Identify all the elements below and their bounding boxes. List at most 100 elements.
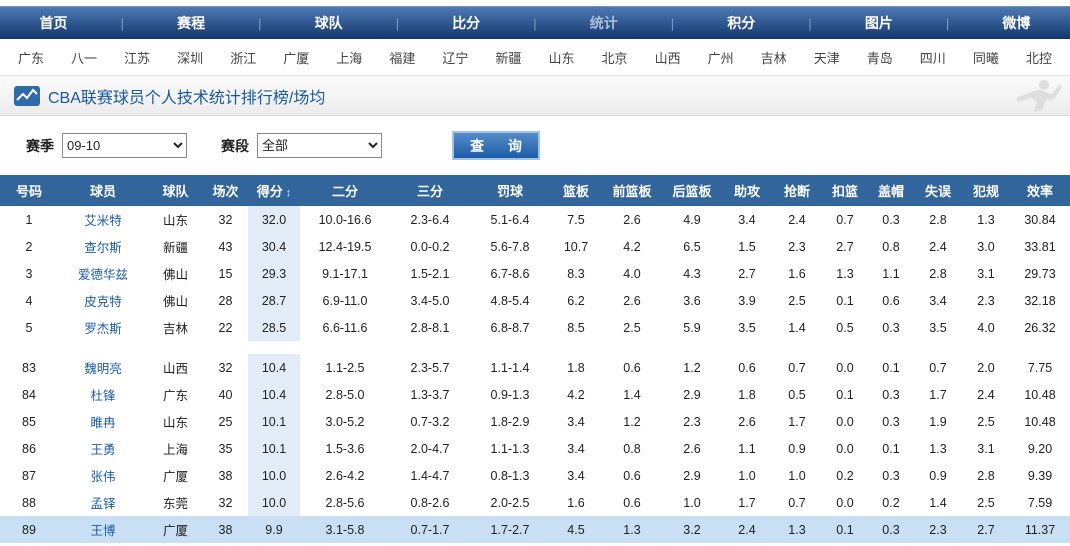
season-select[interactable]: 09-10 [62, 133, 187, 158]
player-link[interactable]: 皮克特 [84, 295, 122, 309]
team-link[interactable]: 山东 [548, 51, 575, 66]
table-row[interactable]: 87 张伟 广厦 38 10.0 2.6-4.2 1.4-4.7 0.8-1.3 3.4 0.6 2… [0, 462, 1070, 489]
stat-cell: 3.6 [683, 293, 701, 308]
nav-separator: | [670, 15, 675, 31]
table-row[interactable]: 85 睢冉 山东 25 10.1 3.0-5.2 0.7-3.2 1.8-2.9 3.4 1.2 2… [0, 408, 1070, 435]
player-link[interactable]: 魏明亮 [84, 362, 122, 376]
sort-icon[interactable]: ↕ [282, 187, 292, 199]
stat-cell: 1.3 [836, 266, 854, 281]
stat-cell: 1.1-1.4 [490, 360, 530, 375]
stat-cell: 2.3 [914, 516, 962, 543]
team-link[interactable]: 山西 [654, 51, 681, 66]
stat-cell: 0.1 [882, 360, 900, 375]
stat-cell: 10.7 [563, 239, 589, 254]
stat-cell: 12.4-19.5 [318, 239, 372, 254]
stat-cell: 2.4 [722, 516, 772, 543]
table-row[interactable]: 88 孟铎 东莞 32 10.0 2.8-5.6 0.8-2.6 2.0-2.5 1.6 0.6 1… [0, 489, 1070, 516]
nav-item-home[interactable]: 首页 [39, 15, 68, 31]
stat-cell: 2.5 [977, 414, 995, 429]
stat-cell: 1.3 [929, 441, 947, 456]
stat-cell: 2.6 [683, 441, 701, 456]
player-link[interactable]: 查尔斯 [84, 241, 122, 255]
query-button[interactable]: 查 询 [452, 131, 540, 160]
team-link[interactable]: 同曦 [972, 51, 999, 66]
team-link[interactable]: 广厦 [283, 51, 310, 66]
nav-separator: | [395, 15, 400, 31]
team-link[interactable]: 北控 [1025, 51, 1052, 66]
team-link[interactable]: 广东 [18, 51, 45, 66]
nav-item-weibo[interactable]: 微博 [1002, 15, 1031, 31]
stat-cell: 3.4 [567, 441, 585, 456]
stat-cell: 6.8-8.7 [490, 320, 530, 335]
stat-cell: 2.3-6.4 [410, 212, 450, 227]
table-row[interactable]: 5 罗杰斯 吉林 22 28.5 6.6-11.6 2.8-8.1 6.8-8.7 8.5 2.5… [0, 314, 1070, 341]
column-header-10: 前篮板 [602, 175, 662, 206]
nav-separator: | [533, 15, 537, 31]
stat-cell: 1.4-4.7 [410, 468, 450, 483]
column-header-5[interactable]: 得分 ↕ [248, 175, 300, 206]
nav-item-standings[interactable]: 积分 [727, 15, 756, 31]
stat-cell: 新疆 [162, 241, 188, 255]
team-link[interactable]: 新疆 [495, 51, 522, 66]
player-link[interactable]: 张伟 [90, 470, 116, 484]
player-link[interactable]: 睢冉 [90, 416, 116, 430]
team-link[interactable]: 深圳 [177, 51, 204, 66]
nav-item-schedule[interactable]: 赛程 [177, 15, 206, 31]
stat-cell: 7.59 [1027, 495, 1053, 510]
table-row[interactable]: 83 魏明亮 山西 32 10.4 1.1-2.5 2.3-5.7 1.1-1.4 1.8 0.6… [0, 354, 1070, 381]
stat-cell: 4.5 [550, 516, 602, 543]
stat-cell: 83 [22, 360, 36, 375]
team-link[interactable]: 上海 [336, 51, 363, 66]
team-link[interactable]: 浙江 [230, 51, 257, 66]
stat-cell: 2.5 [788, 293, 806, 308]
table-row[interactable]: 84 杜锋 广东 40 10.4 2.8-5.0 1.3-3.7 0.9-1.3 4.2 1.4 2… [0, 381, 1070, 408]
player-link[interactable]: 罗杰斯 [84, 322, 122, 336]
team-link[interactable]: 四川 [919, 51, 946, 66]
stat-cell: 0.9 [929, 468, 947, 483]
table-row[interactable]: 2 查尔斯 新疆 43 30.4 12.4-19.5 0.0-0.2 5.6-7.8 10.7 4… [0, 233, 1070, 260]
team-link[interactable]: 天津 [813, 51, 840, 66]
stat-cell: 3.0 [977, 239, 995, 254]
stat-cell: 0.6 [882, 293, 900, 308]
stat-cell: 2.6 [623, 293, 641, 308]
column-header-11: 后篮板 [662, 175, 722, 206]
table-row[interactable]: 3 爱德华兹 佛山 15 29.3 9.1-17.1 1.5-2.1 6.7-8.6 8.3 4.… [0, 260, 1070, 287]
nav-item-photos[interactable]: 图片 [864, 15, 893, 31]
table-row[interactable]: 86 王勇 上海 35 10.1 1.5-3.6 2.0-4.7 1.1-1.3 3.4 0.8 2… [0, 435, 1070, 462]
stat-cell: 0.6 [738, 360, 756, 375]
stat-cell: 0.3 [882, 387, 900, 402]
team-link[interactable]: 福建 [389, 51, 416, 66]
team-link[interactable]: 吉林 [760, 51, 787, 66]
team-link[interactable]: 辽宁 [442, 51, 469, 66]
stat-cell: 0.9 [788, 441, 806, 456]
nav-item-stats[interactable]: 统计 [589, 15, 618, 31]
stat-cell: 1.6 [567, 495, 585, 510]
stat-cell: 2.8-8.1 [410, 320, 450, 335]
stat-cell: 1.1 [882, 266, 900, 281]
stat-cell: 5 [25, 320, 33, 335]
table-row[interactable]: 89 王博 广厦 38 9.9 3.1-5.8 0.7-1.7 1.7-2.7 4.5 1.3 3.… [0, 516, 1070, 543]
stat-cell: 8.3 [567, 266, 585, 281]
stage-select[interactable]: 全部 [257, 133, 382, 158]
table-row[interactable]: 4 皮克特 佛山 28 28.7 6.9-11.0 3.4-5.0 4.8-5.4 6.2 2.6… [0, 287, 1070, 314]
player-link[interactable]: 杜锋 [90, 389, 116, 403]
column-header-15: 盖帽 [868, 175, 914, 206]
nav-item-teams[interactable]: 球队 [314, 15, 343, 31]
player-link[interactable]: 孟铎 [90, 497, 116, 511]
team-link[interactable]: 江苏 [124, 51, 151, 66]
team-link[interactable]: 青岛 [866, 51, 893, 66]
team-link[interactable]: 八一 [71, 51, 98, 66]
stat-cell: 0.2 [836, 468, 854, 483]
player-link[interactable]: 王勇 [90, 443, 116, 457]
stage-label: 赛段 [221, 137, 249, 154]
nav-item-scores[interactable]: 比分 [452, 15, 481, 31]
team-link[interactable]: 广州 [707, 51, 734, 66]
stat-cell: 1.5-2.1 [410, 266, 450, 281]
stat-cell: 0.1 [882, 441, 900, 456]
player-link[interactable]: 爱德华兹 [77, 268, 128, 282]
player-link[interactable]: 艾米特 [84, 214, 122, 228]
nav-separator: | [945, 15, 950, 31]
table-row[interactable]: 1 艾米特 山东 32 32.0 10.0-16.6 2.3-6.4 5.1-6.4 7.5 2.… [0, 206, 1070, 233]
team-link[interactable]: 北京 [601, 51, 628, 66]
player-link[interactable]: 王博 [58, 516, 148, 543]
